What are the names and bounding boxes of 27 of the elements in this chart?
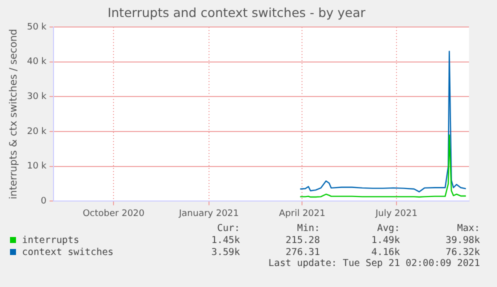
- y-tick-label: 0: [40, 196, 47, 207]
- text: 3.59k: [210, 246, 240, 258]
- text: 1.49k: [370, 234, 400, 246]
- text: 1.45k: [210, 234, 240, 246]
- chart-title: Interrupts and context switches - by year: [108, 4, 366, 20]
- legend-label: context switches: [22, 246, 114, 258]
- text: Min:: [296, 222, 320, 234]
- text: Max:: [456, 222, 480, 234]
- text: 276.31: [284, 246, 320, 258]
- y-tick-label: 30 k: [26, 92, 48, 102]
- y-tick-label: 50 k: [26, 22, 48, 32]
- text: 76.32k: [444, 246, 480, 258]
- text: Last update: Tue Sep 21 02:00:09 2021: [267, 258, 480, 270]
- y-tick-label: 40 k: [26, 57, 48, 68]
- text: 215.28: [284, 234, 320, 246]
- x-tick-label: April 2021: [279, 208, 326, 219]
- text: Avg:: [376, 222, 400, 234]
- y-tick-label: 10 k: [26, 162, 48, 172]
- x-tick-label: October 2020: [82, 208, 145, 219]
- legend-label: interrupts: [22, 234, 80, 246]
- y-tick-label: 20 k: [26, 126, 48, 137]
- text: 4.16k: [370, 246, 400, 258]
- text: 39.98k: [444, 234, 480, 246]
- text: Cur:: [216, 222, 240, 234]
- y-axis-title: interrupts & ctx switches / second: [8, 28, 20, 200]
- x-tick-label: July 2021: [374, 208, 418, 219]
- x-tick-label: January 2021: [178, 208, 239, 219]
